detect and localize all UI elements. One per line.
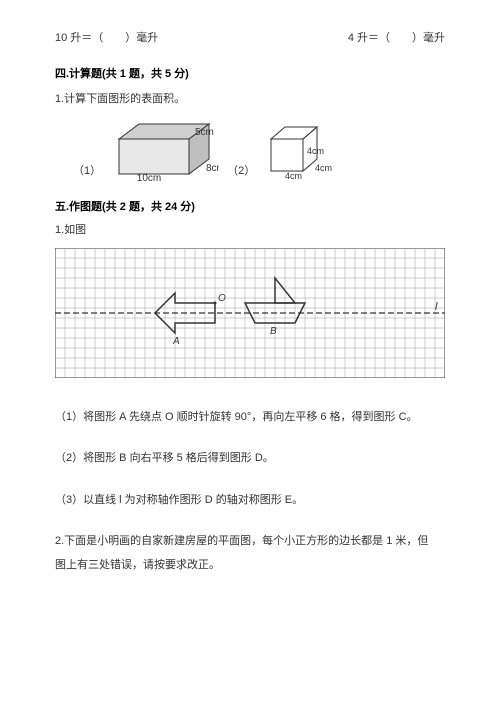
section5-sub1: （1）将图形 A 先绕点 O 顺时针旋转 90°，再向左平移 6 格，得到图形 … bbox=[55, 409, 445, 427]
section4-q1: 1.计算下面图形的表面积。 bbox=[55, 91, 445, 109]
cube-edge-2: 4cm bbox=[285, 171, 302, 181]
label-A: A bbox=[172, 336, 180, 347]
cuboid-h: 5cm bbox=[195, 127, 214, 138]
label-O: O bbox=[218, 293, 226, 304]
figure-label-2: （2） bbox=[227, 163, 255, 181]
section5-q2-b: 图上有三处错误，请按要求改正。 bbox=[55, 557, 445, 575]
blank-left: 10 升＝（ ）毫升 bbox=[55, 30, 158, 48]
grid-figure: O A B l bbox=[55, 248, 445, 385]
cube-edge-1: 4cm bbox=[307, 146, 324, 156]
blank-right: 4 升＝（ ）毫升 bbox=[348, 30, 445, 48]
cube-edge-3: 4cm bbox=[315, 163, 332, 173]
cuboid-w: 10cm bbox=[137, 173, 161, 181]
fill-blank-row: 10 升＝（ ）毫升 4 升＝（ ）毫升 bbox=[55, 30, 445, 48]
section4-heading: 四.计算题(共 1 题，共 5 分) bbox=[55, 66, 445, 84]
cube-diagram: 4cm 4cm 4cm bbox=[263, 121, 335, 181]
cuboid-diagram: 10cm 8cm 5cm bbox=[109, 119, 219, 181]
label-B: B bbox=[270, 326, 277, 337]
section5-sub3: （3）以直线 l 为对称轴作图形 D 的轴对称图形 E。 bbox=[55, 492, 445, 510]
section5-sub2: （2）将图形 B 向右平移 5 格后得到图形 D。 bbox=[55, 450, 445, 468]
section5-heading: 五.作图题(共 2 题，共 24 分) bbox=[55, 199, 445, 217]
figure-label-1: （1） bbox=[73, 163, 101, 181]
section5-q2-a: 2.下面是小明画的自家新建房屋的平面图，每个小正方形的边长都是 1 米，但 bbox=[55, 533, 445, 551]
cuboid-d: 8cm bbox=[206, 163, 219, 174]
figure-row: （1） 10cm 8cm 5cm （2） 4cm 4cm 4cm bbox=[73, 119, 445, 181]
section5-q1: 1.如图 bbox=[55, 222, 445, 240]
